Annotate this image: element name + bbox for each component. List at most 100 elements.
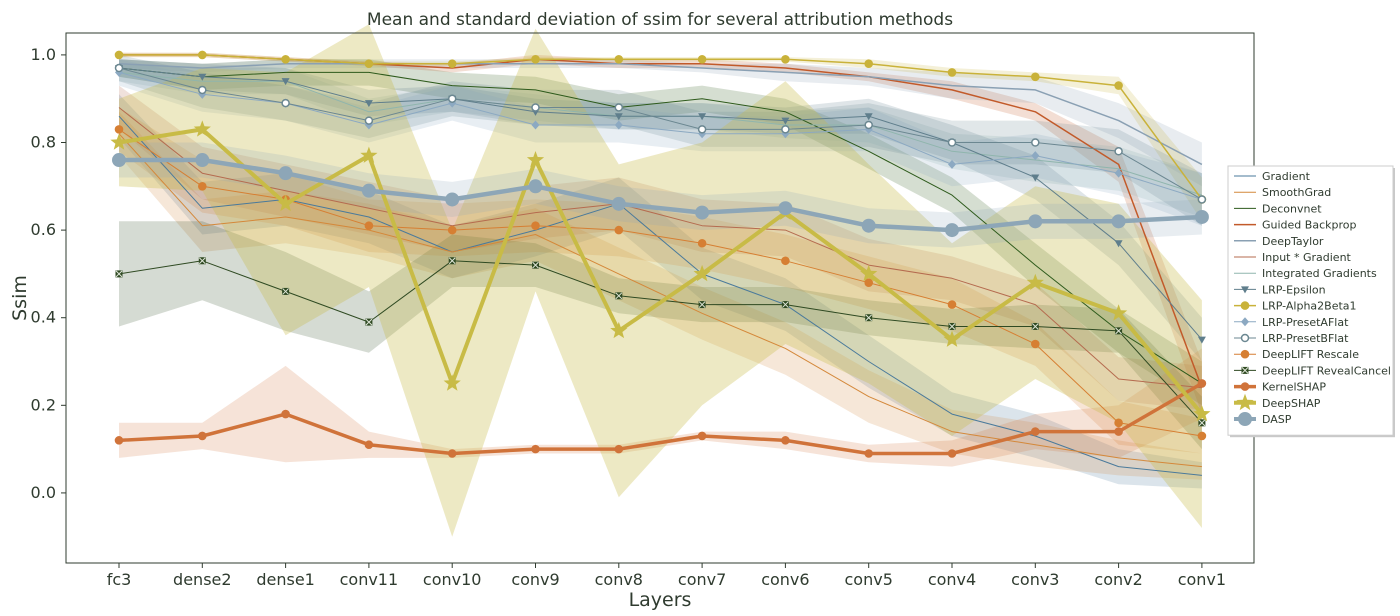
x-tick-label-8: conv6 [761, 570, 809, 589]
y-tick-label-4: 0.8 [31, 133, 56, 152]
point-9-6 [614, 120, 623, 130]
point-7-8 [781, 117, 790, 125]
series-line-8 [119, 54, 1203, 200]
legend-label-15: DASP [1262, 413, 1292, 426]
point-10-4 [447, 94, 457, 103]
point-10-12 [1114, 147, 1123, 156]
series-line-2 [118, 67, 1203, 384]
legend-label-4: DeepTaylor [1262, 235, 1324, 248]
point-15-8 [778, 201, 793, 216]
point-7-6 [614, 113, 623, 121]
chart-title: Mean and standard deviation of ssim for … [367, 10, 953, 30]
point-14-13 [1193, 405, 1211, 422]
legend-label-10: LRP-PresetBFlat [1262, 332, 1349, 345]
point-13-4 [447, 449, 457, 458]
point-10-1 [198, 85, 207, 95]
point-8-6 [614, 54, 624, 64]
point-12-7 [698, 301, 706, 309]
y-tick-label-2: 0.4 [31, 308, 56, 327]
legend-label-8: LRP-Alpha2Beta1 [1262, 300, 1357, 313]
series-line-13 [118, 381, 1203, 456]
point-11-9 [864, 278, 874, 287]
legend-marker-10 [1240, 333, 1250, 343]
y-axis: 0.0 0.2 0.4 0.6 0.8 1.0 [31, 45, 66, 502]
point-12-11 [1031, 322, 1039, 330]
point-13-1 [198, 431, 207, 441]
point-14-6 [610, 321, 628, 339]
point-7-9 [864, 113, 873, 121]
point-15-12 [1111, 214, 1126, 229]
legend-label-0: Gradient [1262, 170, 1311, 183]
point-11-0 [114, 125, 124, 134]
x-tick-label-0: fc3 [107, 570, 132, 589]
point-10-0 [114, 63, 124, 73]
point-9-5 [531, 120, 540, 130]
legend-label-1: SmoothGrad [1262, 186, 1331, 199]
x-tick-label-10: conv4 [928, 570, 976, 589]
point-10-3 [364, 116, 374, 125]
std-band-9 [119, 59, 1202, 226]
x-tick-label-4: conv10 [423, 570, 482, 589]
point-11-6 [614, 225, 624, 235]
std-band-2 [119, 59, 1202, 406]
point-15-2 [278, 166, 293, 181]
point-10-8 [781, 125, 790, 134]
legend-label-9: LRP-PresetAFlat [1262, 316, 1349, 329]
point-15-13 [1194, 209, 1209, 224]
point-10-9 [864, 120, 873, 130]
point-8-8 [781, 54, 790, 64]
legend-marker-8 [1240, 301, 1250, 310]
point-15-4 [445, 192, 460, 207]
series-lines [110, 50, 1211, 476]
series-line-14 [118, 127, 1204, 416]
y-tick-label-5: 1.0 [31, 45, 56, 64]
std-band-1 [119, 111, 1202, 480]
std-band-10 [119, 54, 1202, 226]
point-14-9 [860, 264, 878, 282]
point-12-10 [948, 322, 956, 330]
std-band-12 [119, 221, 1202, 450]
point-15-9 [861, 218, 876, 233]
std-band-4 [119, 59, 1202, 187]
point-11-3 [364, 221, 374, 231]
point-12-0 [115, 270, 123, 278]
y-tick-label-0: 0.0 [31, 483, 56, 502]
point-12-9 [865, 314, 873, 322]
point-15-7 [695, 205, 710, 220]
point-7-2 [281, 78, 290, 86]
point-7-7 [698, 113, 707, 121]
x-tick-label-13: conv1 [1178, 570, 1226, 589]
point-8-2 [281, 54, 290, 64]
series-line-7 [118, 67, 1203, 340]
legend: Gradient SmoothGrad Deconvnet Guided Backpr… [1227, 165, 1395, 438]
point-8-1 [198, 50, 207, 60]
point-9-10 [948, 159, 956, 169]
point-11-1 [198, 182, 207, 191]
x-tick-label-1: dense2 [173, 570, 232, 589]
point-13-13 [1197, 379, 1207, 388]
point-14-11 [1026, 273, 1044, 290]
point-12-4 [448, 257, 456, 265]
point-8-9 [864, 59, 874, 68]
point-11-13 [1197, 431, 1207, 441]
legend-marker-15 [1238, 412, 1252, 426]
point-14-2 [277, 194, 295, 212]
point-11-4 [447, 225, 457, 235]
x-axis-label: Layers [629, 589, 692, 611]
point-15-5 [528, 179, 543, 194]
point-10-11 [1031, 138, 1040, 147]
legend-label-12: DeepLIFT RevealCancel [1262, 364, 1391, 377]
point-13-12 [1114, 427, 1123, 436]
std-band-11 [119, 107, 1202, 454]
point-14-5 [526, 151, 545, 168]
point-8-0 [114, 50, 124, 60]
legend-marker-11 [1240, 349, 1250, 359]
x-tick-label-2: dense1 [256, 570, 315, 589]
legend-label-6: Integrated Gradients [1262, 267, 1377, 280]
point-12-6 [615, 292, 623, 300]
point-14-1 [193, 120, 211, 137]
std-bands [119, 24, 1202, 537]
point-10-5 [531, 103, 540, 112]
std-band-14 [119, 24, 1202, 537]
